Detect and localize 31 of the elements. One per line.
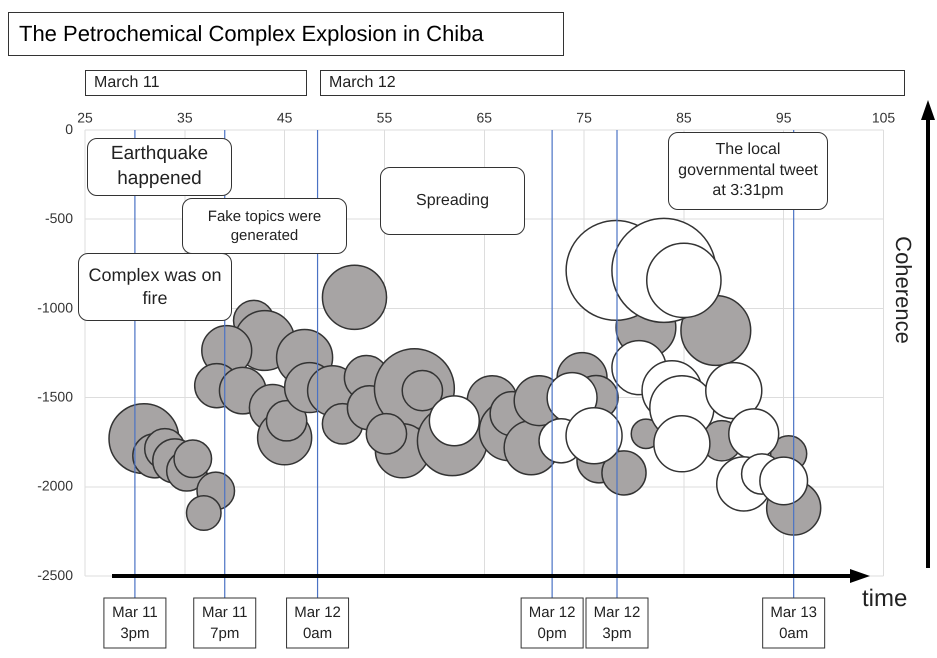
x-tick-label: 45 — [276, 109, 293, 126]
ref-line-label: Mar 12 0am — [294, 604, 341, 642]
chart-title: The Petrochemical Complex Explosion in Chiba — [8, 12, 564, 56]
y-tick-label: -2500 — [37, 566, 74, 583]
x-tick-label: 75 — [576, 109, 592, 126]
speech-bubble: The local governmental tweet at 3:31pm — [668, 132, 828, 210]
ref-line-label: Mar 11 3pm — [112, 604, 158, 642]
speech-bubble: Complex was on fire — [78, 253, 232, 321]
ref-line-label: Mar 13 0am — [770, 604, 818, 642]
ref-line-label: Mar 11 7pm — [202, 604, 248, 642]
x-tick-label: 95 — [776, 109, 792, 126]
x-tick-label: 35 — [177, 109, 193, 126]
y-tick-label: 0 — [65, 120, 74, 137]
y-tick-label: -1500 — [37, 388, 74, 404]
x-tick-label: 105 — [872, 109, 896, 126]
ref-line-label: Mar 12 3pm — [594, 604, 640, 642]
speech-bubble: Spreading — [380, 167, 525, 235]
speech-bubble: Fake topics were generated — [182, 198, 347, 254]
speech-bubble: Earthquake happened — [87, 138, 232, 196]
y-tick-label: -1000 — [37, 299, 74, 316]
y-axis-title: Coherence — [890, 236, 916, 344]
x-tick-label: 65 — [476, 109, 492, 126]
ref-line-label: Mar 12 0pm — [528, 604, 576, 642]
x-tick-label: 25 — [77, 109, 93, 126]
x-axis-title: time — [862, 585, 908, 613]
y-tick-label: -500 — [44, 210, 74, 226]
x-tick-label: 85 — [676, 109, 692, 126]
speech-bubble: March 11 — [85, 70, 307, 96]
speech-bubble: March 12 — [320, 70, 905, 96]
x-tick-label: 55 — [376, 109, 392, 126]
y-tick-label: -2000 — [37, 478, 74, 494]
